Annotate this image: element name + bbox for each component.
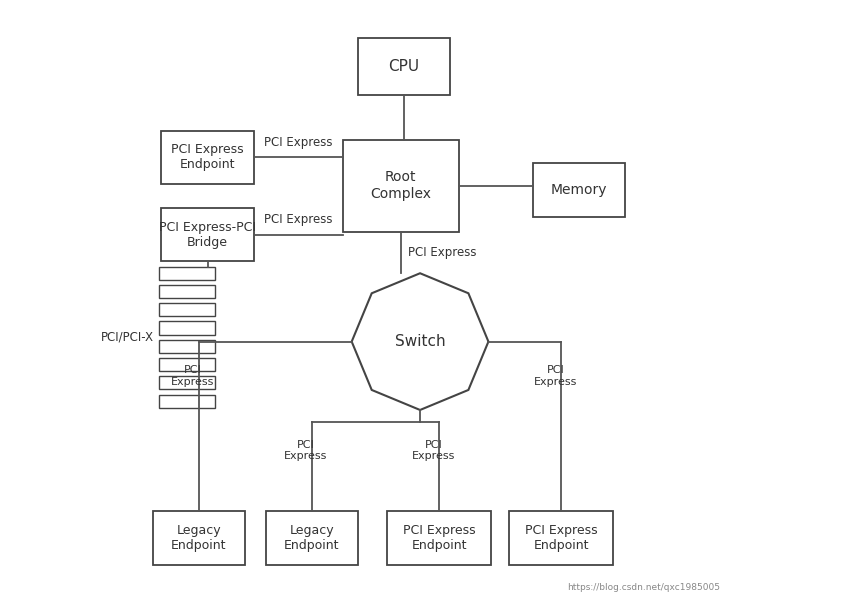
FancyBboxPatch shape: [162, 208, 254, 262]
Text: CPU: CPU: [389, 59, 419, 74]
Text: PCI/PCI-X: PCI/PCI-X: [101, 331, 154, 344]
Text: PCI Express: PCI Express: [264, 213, 332, 226]
FancyBboxPatch shape: [158, 322, 216, 335]
FancyBboxPatch shape: [158, 358, 216, 371]
Text: PCI
Express: PCI Express: [533, 365, 577, 387]
Text: PCI
Express: PCI Express: [412, 440, 455, 461]
Text: PCI Express
Endpoint: PCI Express Endpoint: [403, 524, 475, 552]
FancyBboxPatch shape: [358, 38, 450, 95]
Text: PCI Express
Endpoint: PCI Express Endpoint: [525, 524, 597, 552]
Text: Legacy
Endpoint: Legacy Endpoint: [284, 524, 339, 552]
FancyBboxPatch shape: [158, 267, 216, 280]
Text: PCI Express-PCI
Bridge: PCI Express-PCI Bridge: [159, 221, 256, 248]
FancyBboxPatch shape: [158, 376, 216, 389]
Text: https://blog.csdn.net/qxc1985005: https://blog.csdn.net/qxc1985005: [567, 583, 720, 592]
FancyBboxPatch shape: [158, 340, 216, 353]
FancyBboxPatch shape: [153, 511, 245, 565]
Text: Memory: Memory: [551, 183, 607, 197]
FancyBboxPatch shape: [509, 511, 613, 565]
Text: PCI Express
Endpoint: PCI Express Endpoint: [171, 143, 244, 172]
Text: Root
Complex: Root Complex: [371, 170, 431, 200]
Text: PCI Express: PCI Express: [408, 246, 476, 259]
Text: Legacy
Endpoint: Legacy Endpoint: [171, 524, 227, 552]
FancyBboxPatch shape: [533, 163, 625, 217]
FancyBboxPatch shape: [162, 131, 254, 184]
Text: PCI
Express: PCI Express: [171, 365, 215, 387]
Text: PCI
Express: PCI Express: [284, 440, 327, 461]
Text: Switch: Switch: [394, 334, 446, 349]
FancyBboxPatch shape: [158, 285, 216, 298]
FancyBboxPatch shape: [388, 511, 492, 565]
FancyBboxPatch shape: [343, 140, 458, 232]
FancyBboxPatch shape: [158, 303, 216, 316]
FancyBboxPatch shape: [266, 511, 358, 565]
Text: PCI Express: PCI Express: [264, 136, 332, 149]
Polygon shape: [352, 273, 488, 410]
FancyBboxPatch shape: [158, 395, 216, 407]
